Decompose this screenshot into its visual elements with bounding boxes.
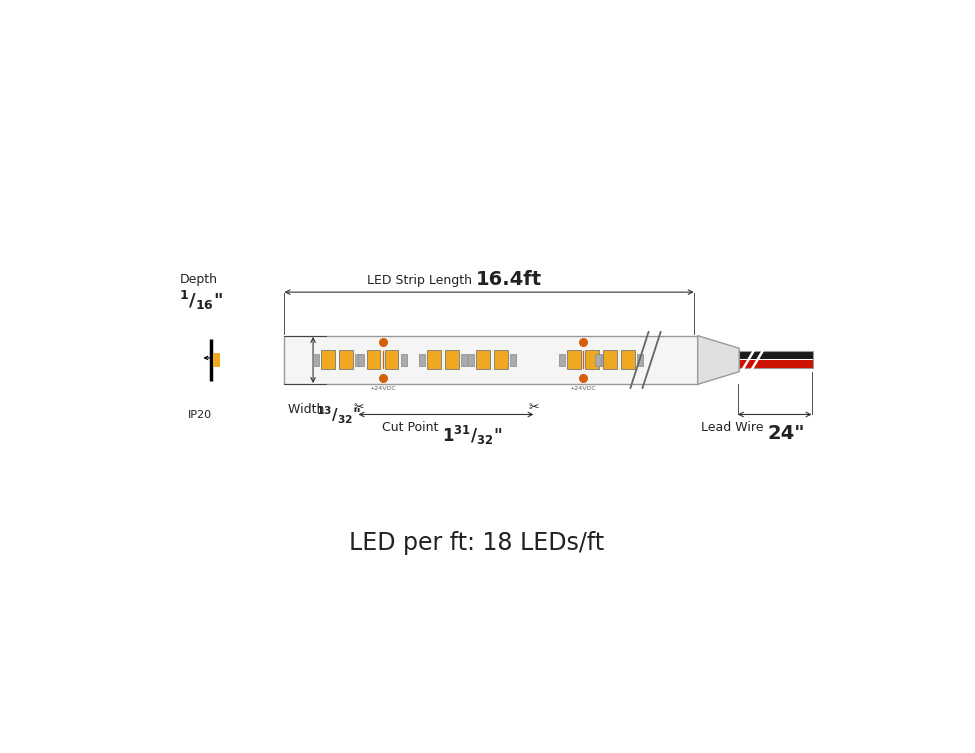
Text: Depth: Depth — [179, 273, 217, 286]
Bar — [446, 350, 459, 370]
Bar — [595, 354, 601, 366]
Bar — [585, 350, 599, 370]
Bar — [285, 336, 698, 384]
Bar — [322, 350, 335, 370]
Bar — [339, 350, 353, 370]
Polygon shape — [698, 336, 739, 384]
Bar — [510, 354, 517, 366]
Text: Cut Point: Cut Point — [382, 422, 443, 434]
Text: $\mathregular{^1/_{16}}$": $\mathregular{^1/_{16}}$" — [179, 289, 223, 312]
Bar — [359, 354, 365, 366]
Text: $\mathregular{1^{31}/_{32}}$": $\mathregular{1^{31}/_{32}}$" — [443, 424, 503, 447]
Bar — [367, 350, 380, 370]
Bar — [494, 350, 508, 370]
Text: LED per ft: 18 LEDs/ft: LED per ft: 18 LEDs/ft — [349, 531, 604, 555]
Bar — [638, 354, 644, 366]
Text: Lead Wire: Lead Wire — [701, 422, 767, 434]
Bar — [739, 352, 813, 359]
Bar — [601, 354, 607, 366]
Text: LED Strip Length: LED Strip Length — [367, 275, 476, 288]
Bar — [313, 354, 319, 366]
Bar — [427, 350, 441, 370]
Bar — [621, 350, 635, 370]
Bar — [401, 354, 407, 366]
Bar — [559, 354, 565, 366]
Bar — [419, 354, 425, 366]
Bar — [739, 361, 813, 368]
Text: $\mathregular{^{13}/_{32}}$": $\mathregular{^{13}/_{32}}$" — [316, 404, 361, 426]
Bar — [604, 350, 617, 370]
Bar — [385, 350, 399, 370]
Text: ✂: ✂ — [528, 401, 539, 413]
Bar — [461, 354, 467, 366]
Bar — [566, 350, 580, 370]
Text: ✂: ✂ — [353, 401, 364, 413]
Text: 24": 24" — [767, 425, 804, 444]
Bar — [213, 353, 220, 367]
Bar — [468, 354, 474, 366]
Text: 16.4ft: 16.4ft — [476, 270, 542, 289]
Bar — [739, 352, 813, 368]
Text: +24VDC: +24VDC — [370, 386, 396, 391]
Text: Width: Width — [289, 403, 329, 416]
Text: +24VDC: +24VDC — [569, 386, 596, 391]
Bar — [476, 350, 489, 370]
Text: IP20: IP20 — [187, 410, 212, 420]
Bar — [355, 354, 362, 366]
